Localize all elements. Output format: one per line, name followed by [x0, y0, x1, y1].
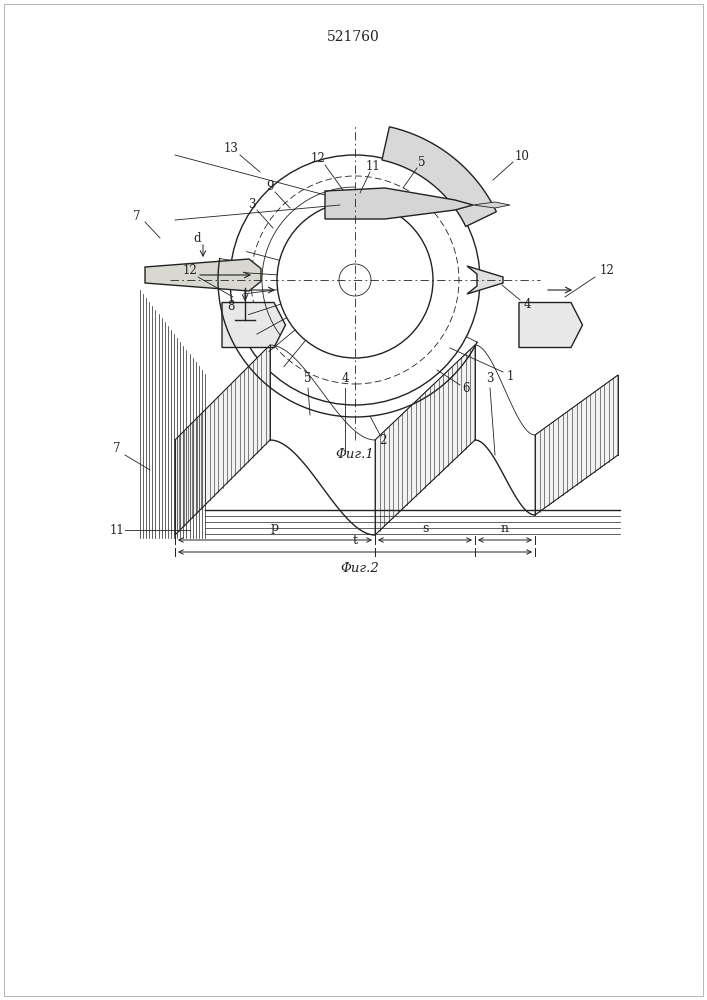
- Text: 12: 12: [600, 264, 614, 277]
- Text: 5: 5: [304, 371, 312, 384]
- Text: 9: 9: [267, 180, 274, 192]
- Text: t: t: [353, 534, 358, 546]
- Text: 11: 11: [366, 159, 380, 172]
- Text: 4: 4: [341, 371, 349, 384]
- Text: 7: 7: [133, 211, 141, 224]
- Text: 4: 4: [523, 298, 531, 310]
- Text: 1: 1: [506, 369, 514, 382]
- Polygon shape: [375, 345, 475, 535]
- Polygon shape: [382, 127, 496, 226]
- Polygon shape: [145, 259, 261, 291]
- Polygon shape: [519, 302, 583, 348]
- Polygon shape: [222, 302, 286, 348]
- Polygon shape: [467, 266, 503, 294]
- Text: 3: 3: [248, 198, 256, 211]
- Text: Φиг.2: Φиг.2: [341, 562, 380, 574]
- Text: 7: 7: [113, 442, 121, 456]
- Polygon shape: [535, 375, 618, 515]
- Text: 10: 10: [515, 149, 530, 162]
- Text: p: p: [271, 522, 279, 534]
- Text: s: s: [422, 522, 428, 534]
- Text: 12: 12: [182, 264, 197, 277]
- Text: 6: 6: [462, 382, 469, 395]
- Text: Φиг.1: Φиг.1: [336, 448, 375, 462]
- Text: 11: 11: [110, 524, 124, 536]
- Text: n: n: [501, 522, 509, 534]
- Text: 5: 5: [419, 155, 426, 168]
- Text: 2: 2: [380, 434, 387, 448]
- Text: 3: 3: [486, 371, 493, 384]
- Polygon shape: [473, 202, 510, 208]
- Text: d: d: [193, 232, 201, 244]
- Text: 12: 12: [310, 152, 325, 165]
- Polygon shape: [325, 188, 473, 219]
- Text: 8: 8: [228, 300, 235, 312]
- Text: 521760: 521760: [327, 30, 380, 44]
- Text: 13: 13: [223, 142, 238, 155]
- Polygon shape: [175, 345, 270, 535]
